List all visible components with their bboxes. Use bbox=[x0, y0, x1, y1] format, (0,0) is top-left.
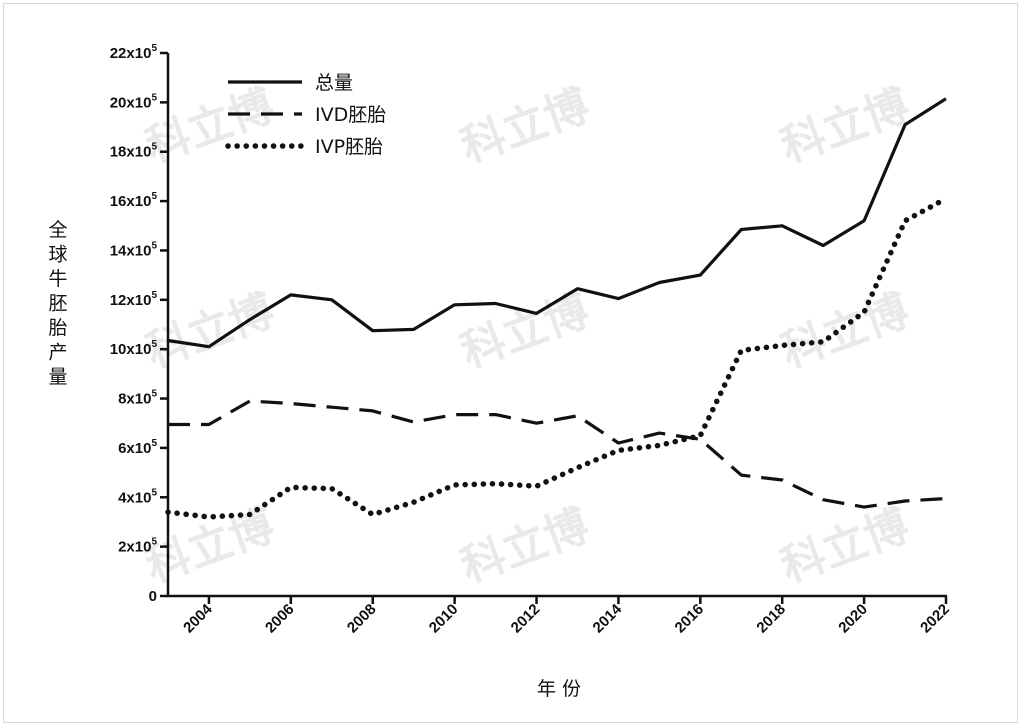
y-title-char: 胚 bbox=[48, 293, 67, 315]
y-title-char: 牛 bbox=[48, 268, 67, 290]
y-title-char: 球 bbox=[48, 244, 67, 266]
y-tick-exponent: 5 bbox=[151, 142, 157, 153]
legend-label-1: 总量 bbox=[315, 72, 353, 94]
y-tick-exponent: 5 bbox=[151, 537, 157, 548]
watermark-text: 科立博 bbox=[774, 285, 915, 378]
y-tick-label: 10x105 bbox=[110, 339, 158, 358]
y-tick-exponent: 5 bbox=[151, 389, 157, 400]
watermark-text: 科立博 bbox=[454, 80, 595, 173]
watermark-text: 科立博 bbox=[774, 80, 915, 173]
x-tick-label: 2018 bbox=[753, 601, 789, 637]
y-tick-label: 12x105 bbox=[110, 290, 158, 309]
x-tick-label: 2004 bbox=[180, 600, 216, 636]
x-tick-label: 2008 bbox=[344, 601, 380, 637]
x-axis-title: 年 份 bbox=[537, 678, 581, 700]
y-tick-label: 2x105 bbox=[118, 537, 157, 556]
y-tick-exponent: 5 bbox=[151, 438, 157, 449]
y-tick-exponent: 5 bbox=[151, 290, 157, 301]
y-tick-exponent: 5 bbox=[151, 487, 157, 498]
y-tick-label: 8x105 bbox=[118, 389, 157, 408]
x-tick-label: 2016 bbox=[672, 601, 708, 637]
y-title-char: 量 bbox=[48, 366, 67, 388]
y-tick-label: 16x105 bbox=[110, 191, 158, 210]
x-tick-label: 2020 bbox=[835, 601, 871, 637]
y-tick-exponent: 5 bbox=[151, 43, 157, 54]
legend-label-2: IVD胚胎 bbox=[315, 104, 386, 126]
series-line-2 bbox=[168, 399, 947, 509]
y-tick-label: 4x105 bbox=[118, 487, 157, 506]
y-tick-label: 6x105 bbox=[118, 438, 157, 457]
x-tick-label: 2014 bbox=[590, 600, 626, 636]
y-tick-exponent: 5 bbox=[151, 240, 157, 251]
y-tick-exponent: 5 bbox=[151, 92, 157, 103]
y-title-char: 胎 bbox=[48, 317, 67, 339]
x-tick-label: 2006 bbox=[262, 601, 298, 637]
y-tick-label: 18x105 bbox=[110, 142, 158, 161]
x-tick-label: 2010 bbox=[426, 601, 462, 637]
watermark-text: 科立博 bbox=[454, 285, 595, 378]
y-title-char: 产 bbox=[48, 342, 67, 364]
series-line-1 bbox=[167, 97, 947, 349]
legend: 总量 IVD胚胎 IVP胚胎 bbox=[225, 72, 386, 158]
figure-frame bbox=[3, 3, 1018, 723]
y-tick-exponent: 5 bbox=[151, 339, 157, 350]
series-layer bbox=[165, 97, 949, 520]
y-tick-label: 20x105 bbox=[110, 92, 158, 111]
y-title-char: 全 bbox=[48, 219, 67, 241]
series-line-3 bbox=[165, 195, 949, 520]
y-tick-label: 14x105 bbox=[110, 240, 158, 259]
watermark-text: 科立博 bbox=[774, 500, 915, 593]
x-tick-label: 2022 bbox=[917, 601, 953, 637]
y-tick-label: 0 bbox=[149, 588, 157, 605]
x-tick-label: 2012 bbox=[508, 601, 544, 637]
y-tick-label: 22x105 bbox=[110, 43, 158, 62]
legend-label-3: IVP胚胎 bbox=[315, 136, 383, 158]
y-axis-title: 全球牛胚胎产量 bbox=[48, 219, 67, 388]
watermark-text: 科立博 bbox=[139, 80, 280, 173]
y-tick-exponent: 5 bbox=[151, 191, 157, 202]
watermark-text: 科立博 bbox=[454, 500, 595, 593]
